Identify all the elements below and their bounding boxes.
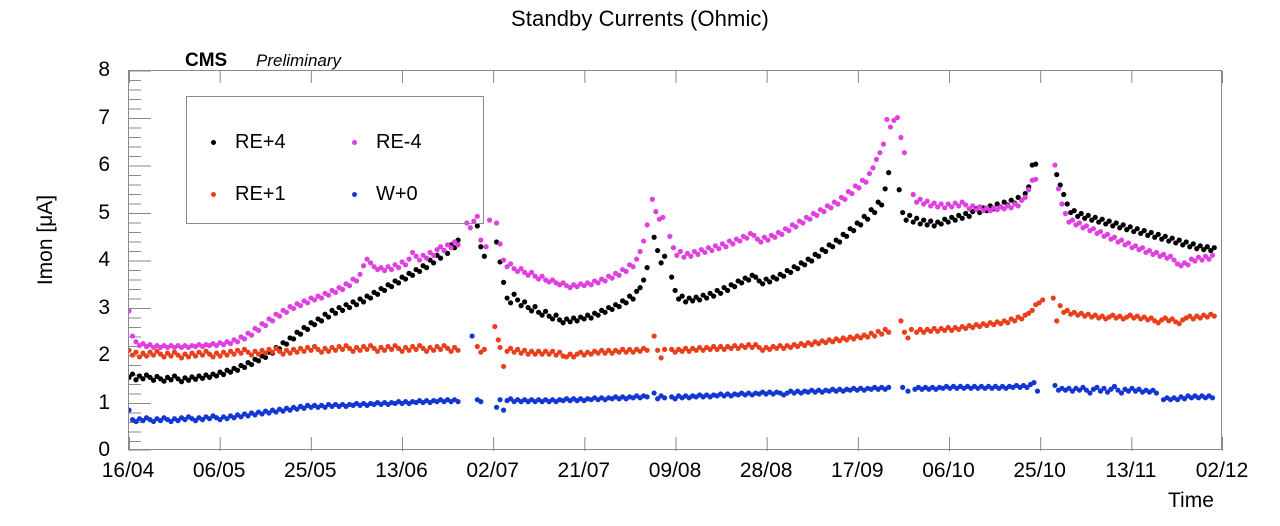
x-tick-label: 13/06 — [375, 459, 428, 482]
x-tick-label: 06/10 — [922, 459, 975, 482]
chart-legend: RE+4 RE-4 RE+1 W+0 — [186, 96, 484, 224]
data-series-layer — [129, 114, 1217, 425]
series-re-4 — [129, 114, 1216, 351]
x-tick-label: 06/05 — [192, 459, 246, 482]
legend-label: RE+1 — [235, 183, 286, 205]
y-tick-label: 0 — [98, 438, 110, 461]
y-tick-label: 8 — [98, 58, 110, 81]
legend-entry-w-0[interactable]: W+0 — [352, 183, 418, 206]
legend-label: RE-4 — [376, 131, 422, 153]
x-tick-label: 21/07 — [557, 459, 611, 482]
x-tick-label: 02/07 — [466, 459, 519, 482]
legend-label: RE+4 — [235, 131, 286, 153]
x-axis-title: Time — [1168, 489, 1214, 512]
legend-entry-re-4[interactable]: RE+4 — [211, 131, 286, 154]
preliminary-status-label: Preliminary — [256, 51, 342, 70]
x-tick-label: 02/12 — [1195, 459, 1249, 482]
legend-marker-icon — [352, 192, 357, 197]
y-axis-tick-labels: 0 1 2 3 4 5 6 7 8 — [0, 0, 128, 526]
legend-marker-icon — [352, 140, 357, 145]
x-tick-label: 16/04 — [101, 459, 155, 482]
series-w-0 — [129, 333, 1216, 425]
series-re-1 — [129, 295, 1217, 370]
x-tick-label: 17/09 — [831, 459, 884, 482]
legend-marker-icon — [211, 192, 216, 197]
y-tick-label: 5 — [98, 200, 110, 224]
legend-marker-icon — [211, 140, 216, 145]
legend-label: W+0 — [376, 183, 418, 205]
x-tick-label: 28/08 — [739, 459, 793, 482]
x-tick-label: 09/08 — [648, 459, 702, 482]
y-tick-label: 7 — [98, 105, 110, 129]
cms-experiment-label: CMS — [185, 50, 228, 71]
y-tick-label: 2 — [98, 343, 110, 366]
plot-area — [128, 70, 1223, 451]
x-tick-label: 25/10 — [1013, 459, 1066, 482]
y-tick-label: 1 — [98, 390, 110, 414]
y-tick-label: 4 — [98, 248, 110, 271]
y-tick-label: 6 — [98, 153, 110, 176]
y-tick-label: 3 — [98, 295, 110, 319]
scatter-plot-canvas — [129, 71, 1223, 451]
legend-entry-re-4[interactable]: RE-4 — [352, 131, 422, 154]
x-tick-label: 25/05 — [284, 459, 337, 482]
x-tick-label: 13/11 — [1105, 459, 1157, 482]
page-title: Standby Currents (Ohmic) — [511, 6, 769, 31]
legend-entry-re-1[interactable]: RE+1 — [211, 183, 286, 206]
x-axis-ticks — [129, 71, 1223, 451]
